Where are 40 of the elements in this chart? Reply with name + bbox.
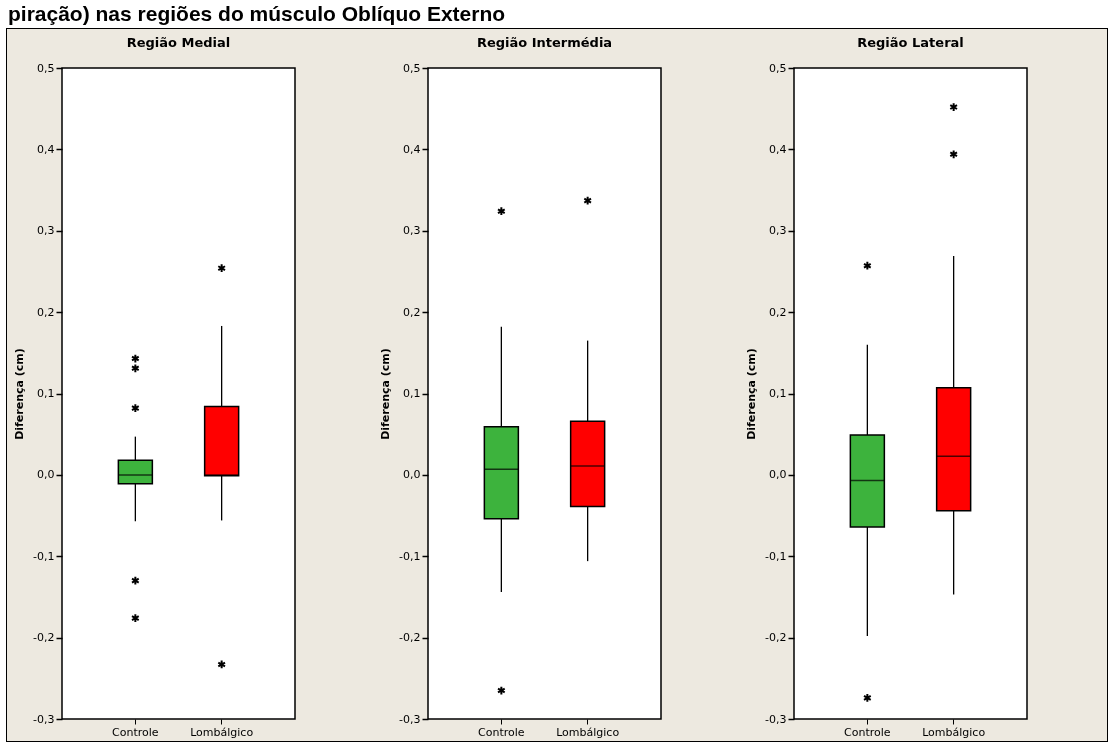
- x-tick-label: Lombálgico: [190, 725, 254, 739]
- y-tick-label: 0,3: [37, 224, 55, 238]
- y-tick-label: 0,5: [769, 61, 787, 75]
- y-tick-label: -0,2: [399, 631, 421, 645]
- y-tick-label: -0,3: [399, 712, 421, 726]
- y-axis-title: Diferença (cm): [745, 348, 759, 440]
- chart-title: Região Intermédia: [476, 35, 613, 50]
- y-tick-label: -0,2: [33, 631, 55, 645]
- chart-title: Região Medial: [126, 35, 231, 50]
- chart-title: Região Lateral: [857, 35, 964, 50]
- y-tick-label: 0,2: [37, 305, 55, 319]
- y-tick-label: -0,3: [33, 712, 55, 726]
- y-tick-label: 0,4: [37, 142, 55, 156]
- x-tick-label: Controle: [478, 725, 525, 739]
- x-tick-label: Controle: [112, 725, 159, 739]
- y-tick-label: 0,4: [769, 142, 787, 156]
- y-tick-label: -0,1: [399, 549, 421, 563]
- y-tick-label: 0,5: [37, 61, 55, 75]
- y-tick-label: 0,2: [769, 305, 787, 319]
- y-tick-label: -0,2: [765, 631, 787, 645]
- y-tick-label: -0,3: [765, 712, 787, 726]
- y-axis-title: Diferença (cm): [379, 348, 393, 440]
- y-tick-label: 0,0: [769, 468, 787, 482]
- x-tick-label: Lombálgico: [556, 725, 620, 739]
- y-axis-title: Diferença (cm): [13, 348, 27, 440]
- text: piração) nas regiões do músculo Oblíquo Externo: [7, 1, 507, 27]
- x-tick-label: Controle: [844, 725, 891, 739]
- y-tick-label: 0,1: [37, 387, 55, 400]
- y-tick-label: 0,2: [403, 305, 421, 319]
- y-tick-label: -0,1: [33, 549, 55, 563]
- y-tick-label: 0,0: [37, 468, 55, 482]
- y-tick-label: 0,0: [403, 468, 421, 482]
- y-tick-label: 0,1: [403, 387, 421, 400]
- y-tick-label: 0,4: [403, 142, 421, 156]
- y-tick-label: 0,1: [769, 387, 787, 400]
- x-tick-label: Lombálgico: [922, 725, 986, 739]
- y-tick-label: 0,5: [403, 61, 421, 75]
- y-tick-label: 0,3: [403, 224, 421, 238]
- y-tick-label: 0,3: [769, 224, 787, 238]
- y-tick-label: -0,1: [765, 549, 787, 563]
